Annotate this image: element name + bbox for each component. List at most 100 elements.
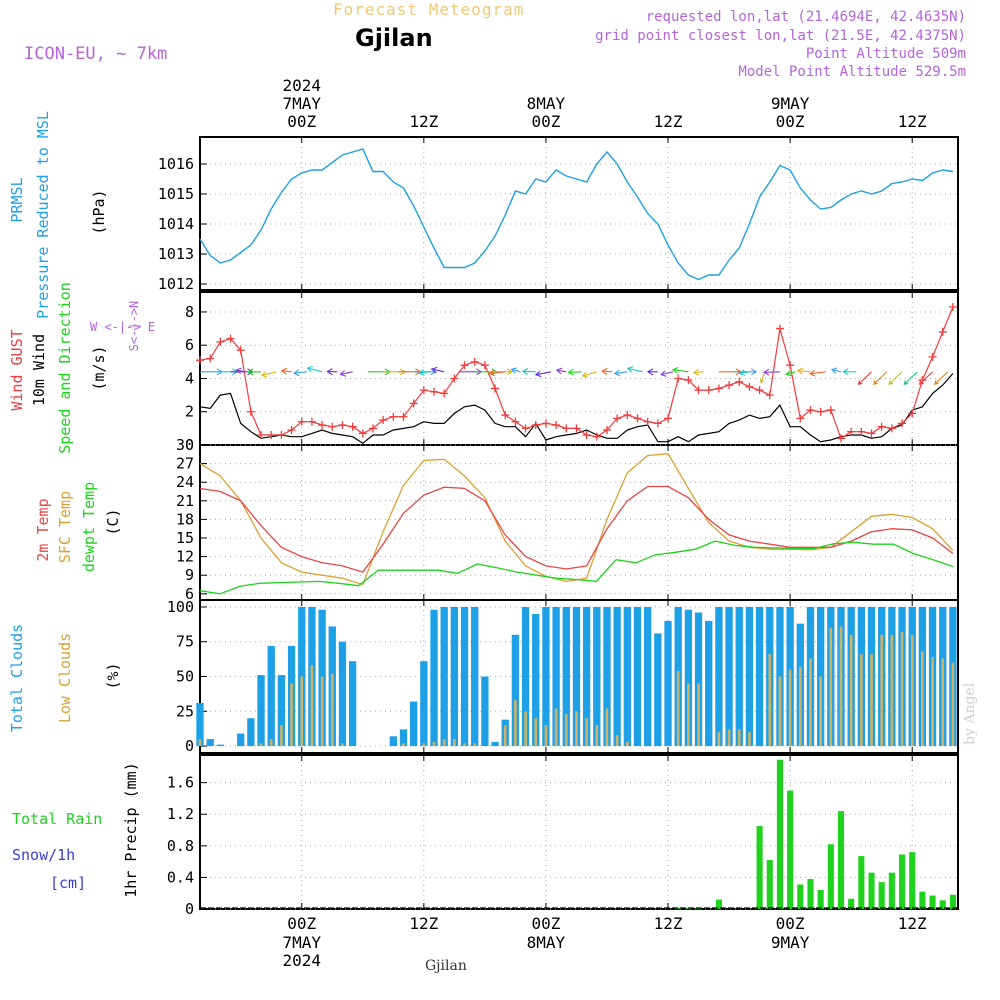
precip-bar — [787, 790, 794, 909]
wind-gust-marker — [602, 426, 611, 435]
wind-gust-marker — [826, 406, 835, 415]
bottom-day-label-2: 8MAY — [527, 933, 566, 952]
total-cloud-bar — [572, 606, 581, 747]
top-time-label-1: 12Z — [409, 112, 438, 131]
low-cloud-bar — [524, 711, 527, 747]
wind-direction-arrow — [671, 366, 689, 374]
wind-gust-marker — [816, 407, 825, 416]
wind-gust-marker — [358, 429, 367, 438]
wind-gust-marker — [318, 421, 327, 430]
top-time-label-0: 00Z — [287, 112, 316, 131]
ytick-label-clouds-2: 50 — [176, 668, 194, 686]
wind-direction-arrow — [918, 371, 933, 385]
panel-frame-precipitation — [199, 754, 959, 910]
low-cloud-bar — [798, 666, 802, 747]
label-temp-2m: 2m Temp — [34, 498, 52, 561]
ytick-label-temperature-1: 9 — [185, 566, 194, 584]
wind-gust-marker — [775, 324, 784, 333]
low-cloud-bar — [585, 718, 588, 747]
wind-gust-marker — [287, 426, 296, 435]
wind-gust-marker — [786, 361, 795, 370]
precip-bar — [888, 872, 895, 909]
precip-bar — [929, 895, 936, 909]
wind-gust-marker — [908, 409, 917, 418]
ytick-label-wind-0: 0 — [185, 436, 194, 454]
wind-gust-marker — [460, 361, 469, 370]
total-cloud-bar — [735, 606, 743, 747]
low-cloud-bar — [829, 627, 833, 747]
wind-gust-marker — [216, 337, 225, 346]
precip-bar — [848, 898, 855, 909]
wind-direction-arrow — [488, 369, 506, 377]
top-day-label-0: 7MAY — [282, 94, 321, 113]
wind-gust-marker — [714, 384, 723, 393]
low-cloud-bar — [595, 725, 599, 747]
temp-sfc-line — [199, 453, 954, 586]
low-cloud-bar — [687, 683, 690, 747]
wind-gust-marker — [470, 357, 479, 366]
total-cloud-bar — [552, 606, 560, 747]
precip-bar — [919, 891, 926, 909]
wind-direction-arrow — [646, 368, 658, 376]
label-temp-dewpt: dewpt Temp — [80, 482, 98, 572]
ytick-label-clouds-1: 25 — [176, 702, 194, 720]
total-cloud-bar — [389, 736, 397, 747]
total-cloud-bar — [755, 606, 764, 747]
wind-direction-arrow — [247, 368, 262, 376]
location-title: Gjilan — [355, 24, 433, 52]
wind-gust-marker — [236, 346, 245, 355]
wind-direction-arrow — [339, 370, 353, 377]
total-cloud-bar — [399, 729, 408, 747]
ytick-label-temperature-4: 18 — [176, 510, 194, 528]
wind-gust-marker — [847, 427, 856, 436]
wind-gust-marker — [379, 416, 388, 425]
wind-gust-marker — [307, 417, 316, 426]
bottom-time-label-1: 12Z — [409, 914, 438, 933]
ytick-label-temperature-3: 15 — [176, 529, 194, 547]
low-cloud-bar — [402, 743, 405, 747]
precip-bar — [766, 860, 773, 909]
wind-gust-marker — [450, 374, 459, 383]
wind-direction-arrow — [785, 370, 796, 377]
wind-direction-arrow — [601, 367, 613, 375]
low-cloud-bar — [300, 676, 304, 747]
wind-gust-marker — [368, 424, 377, 433]
low-cloud-bar — [737, 729, 741, 747]
total-cloud-bar — [440, 606, 448, 747]
wind-gust-marker — [338, 421, 347, 430]
low-cloud-bar — [860, 654, 863, 747]
ytick-label-precipitation-3: 1.2 — [167, 805, 194, 823]
total-cloud-bar — [654, 633, 662, 747]
wind-gust-marker — [796, 414, 805, 423]
wind-gust-marker — [521, 424, 530, 433]
wind-gust-marker — [389, 412, 398, 421]
wind-gust-marker — [725, 381, 734, 390]
low-cloud-bar — [890, 634, 894, 747]
low-cloud-bar — [290, 683, 293, 747]
wind-gust-marker — [399, 412, 408, 421]
low-cloud-bar — [921, 651, 924, 747]
wind-gust-marker — [836, 434, 845, 443]
wind-direction-arrow — [534, 370, 552, 378]
wind-direction-arrow — [734, 368, 758, 376]
low-cloud-bar — [473, 743, 477, 747]
low-cloud-bar — [514, 700, 517, 747]
total-cloud-bar — [542, 606, 550, 747]
low-cloud-bar — [768, 654, 772, 747]
total-cloud-bar — [450, 606, 459, 747]
precip-bar — [827, 844, 834, 909]
wind-gust-marker — [887, 424, 896, 433]
wind-gust-marker — [328, 422, 337, 431]
wind-gust-marker — [246, 407, 255, 416]
total-cloud-bar — [562, 606, 570, 747]
low-cloud-bar — [727, 729, 731, 747]
wind-direction-arrow — [326, 368, 338, 376]
low-cloud-bar — [809, 658, 812, 747]
total-cloud-bar — [521, 606, 530, 747]
wind-direction-arrow — [873, 371, 888, 385]
ytick-label-temperature-5: 21 — [176, 492, 194, 510]
wind-gust-marker — [684, 376, 693, 385]
temp-dewpt-line — [199, 540, 954, 595]
wind-gust-marker — [877, 422, 886, 431]
